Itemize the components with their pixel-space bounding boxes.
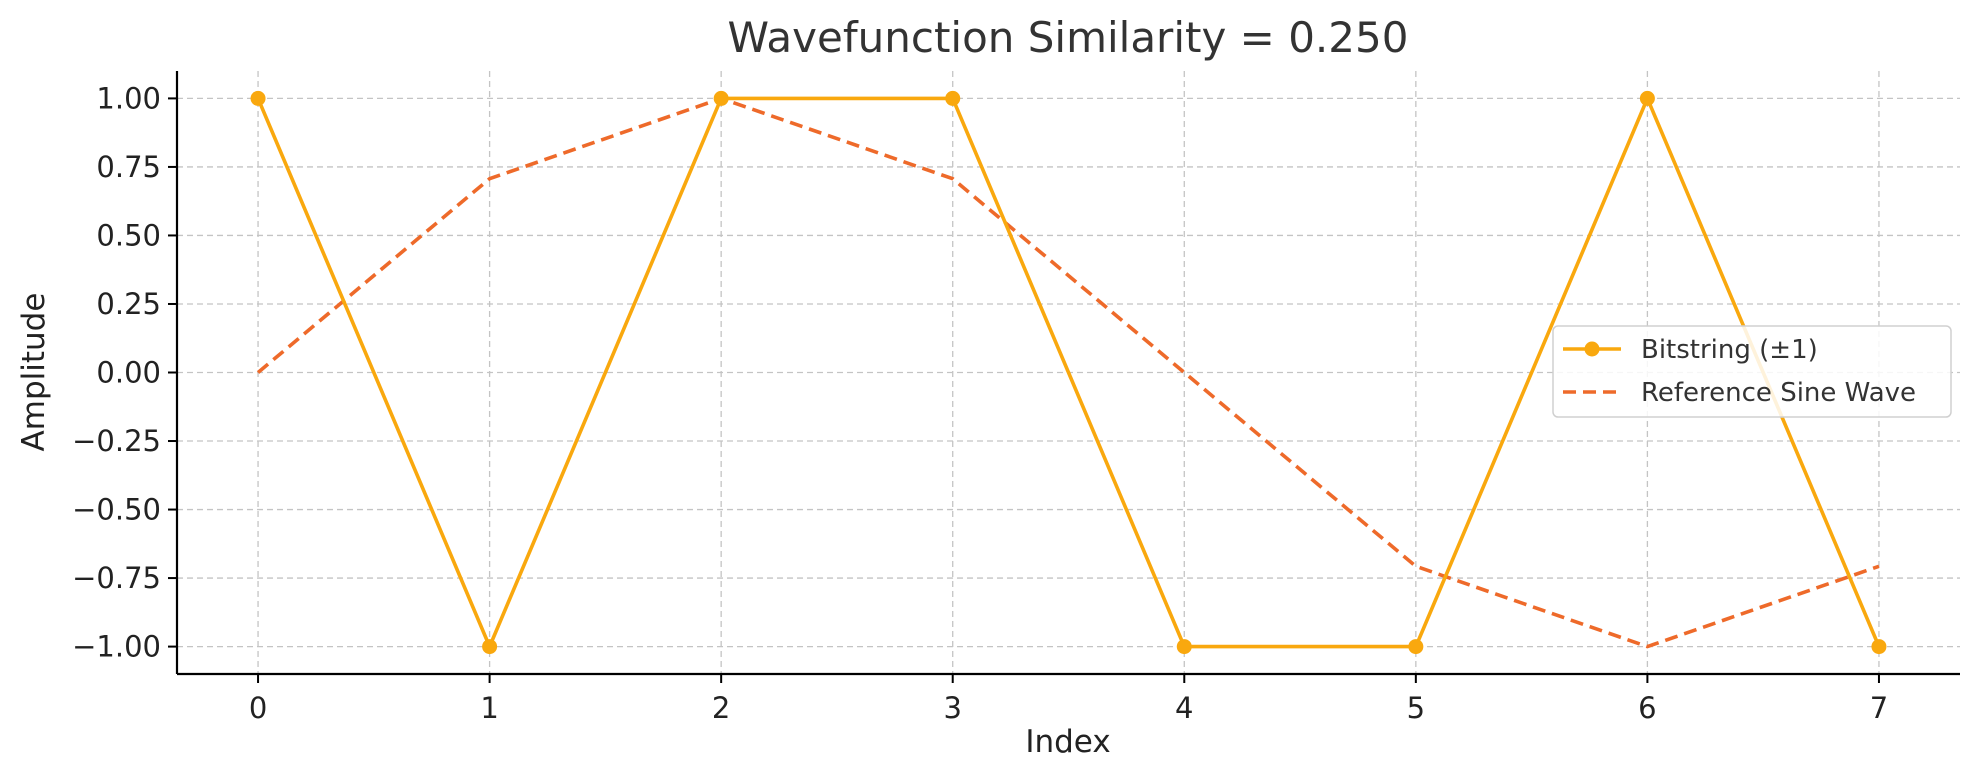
x-tick-label: 6	[1638, 691, 1656, 725]
legend-marker-0	[1584, 341, 1600, 357]
x-tick-label: 3	[943, 691, 961, 725]
series-point-0	[1176, 639, 1192, 655]
series-point-0	[1639, 90, 1655, 106]
series-line-0	[256, 96, 1881, 649]
y-tick-label: 0.50	[96, 218, 161, 252]
ticks: 0 1 2 3 4 5 6 7 1.00 0.75 0.50 0.25 0.00 −0.25 −0.50 −0…	[72, 81, 1888, 725]
legend-label-0: Bitstring (±1)	[1641, 335, 1818, 365]
y-tick-label: 0.00	[96, 356, 161, 390]
legend-label-1: Reference Sine Wave	[1641, 378, 1916, 408]
x-tick-label: 5	[1407, 691, 1425, 725]
series-line-1	[256, 96, 1880, 649]
x-axis-label: Index	[1025, 724, 1110, 760]
y-tick-label: 0.25	[96, 287, 161, 321]
chart-title: Wavefunction Similarity = 0.250	[728, 13, 1409, 62]
x-tick-label: 4	[1175, 691, 1193, 725]
legend-frame	[1552, 325, 1952, 418]
y-tick-label: −0.75	[72, 561, 161, 595]
y-tick-label: 1.00	[96, 81, 161, 115]
series-point-0	[945, 90, 961, 106]
y-tick-label: −0.25	[72, 424, 161, 458]
x-tick-label: 7	[1870, 691, 1888, 725]
y-axis-label: Amplitude	[16, 293, 52, 452]
y-tick-label: −0.50	[72, 493, 161, 527]
x-tick-label: 0	[249, 691, 267, 725]
x-tick-label: 2	[712, 691, 730, 725]
series-point-0	[482, 639, 498, 655]
series-point-0	[713, 90, 729, 106]
series-layer	[250, 90, 1887, 655]
series-point-0	[1408, 639, 1424, 655]
y-tick-label: −1.00	[72, 630, 161, 664]
series-point-0	[1871, 639, 1887, 655]
series-point-0	[250, 90, 266, 106]
y-tick-label: 0.75	[96, 150, 161, 184]
x-tick-label: 1	[480, 691, 498, 725]
legend: Bitstring (±1) Reference Sine Wave	[1552, 325, 1952, 418]
